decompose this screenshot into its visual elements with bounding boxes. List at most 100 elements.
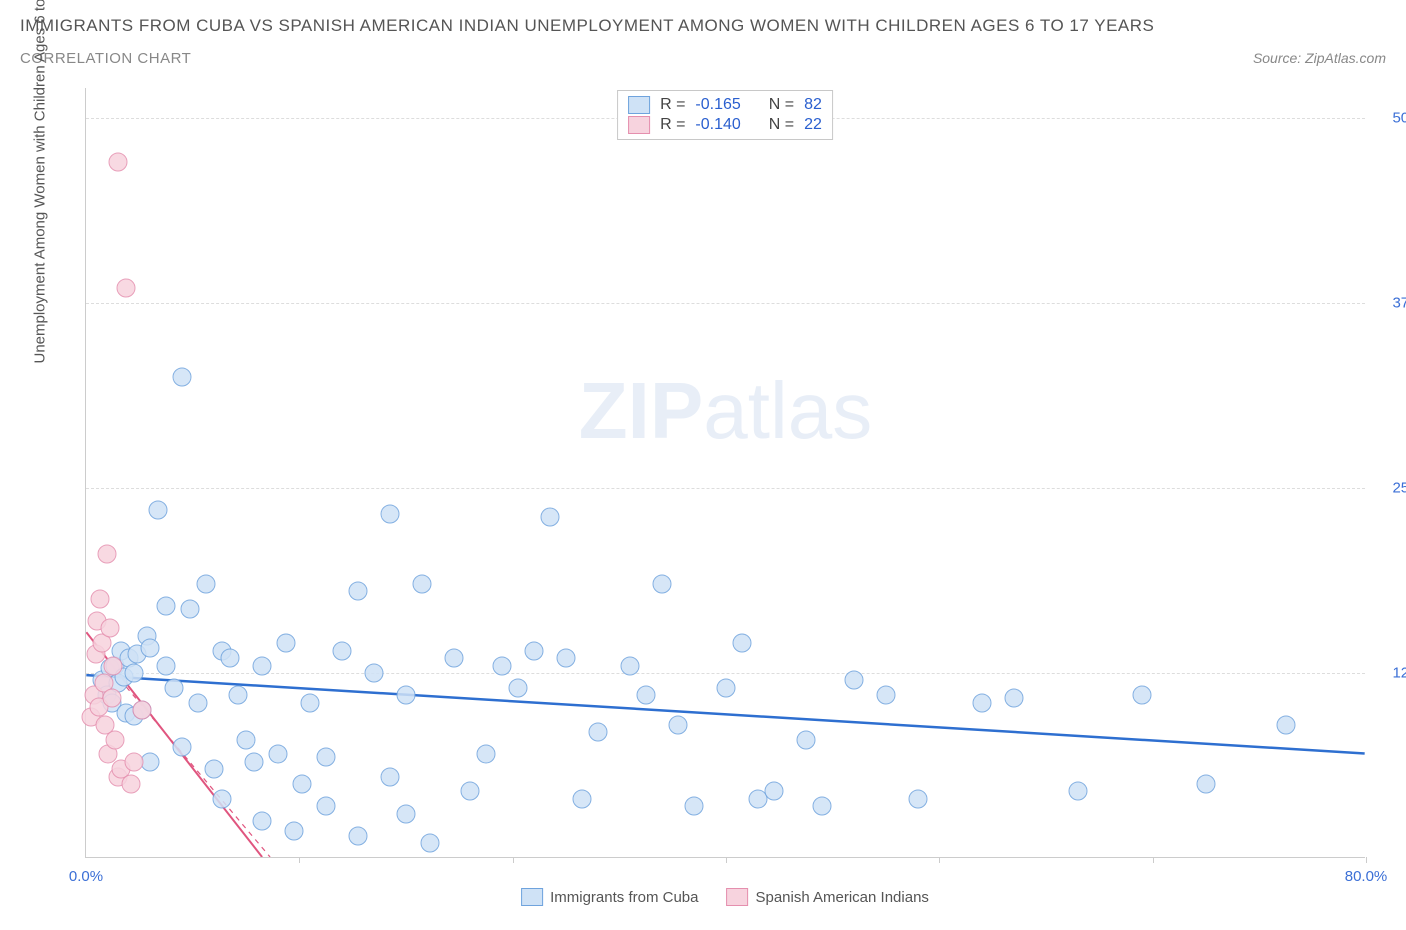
data-point <box>421 834 440 853</box>
data-point <box>397 686 416 705</box>
y-tick-label: 25.0% <box>1375 479 1406 496</box>
data-point <box>813 797 832 816</box>
plot-area: ZIPatlas 12.5%25.0%37.5%50.0%0.0%80.0% <box>85 88 1365 858</box>
page-title: IMMIGRANTS FROM CUBA VS SPANISH AMERICAN… <box>20 16 1154 35</box>
data-point <box>733 634 752 653</box>
data-point <box>349 826 368 845</box>
data-point <box>1277 715 1296 734</box>
x-tick <box>726 857 727 863</box>
stats-row: R = -0.140 N = 22 <box>628 115 822 135</box>
data-point <box>365 663 384 682</box>
legend-swatch <box>726 888 748 906</box>
data-point <box>301 693 320 712</box>
gridline <box>86 488 1365 489</box>
data-point <box>125 752 144 771</box>
data-point <box>173 737 192 756</box>
data-point <box>173 367 192 386</box>
n-value: 82 <box>804 96 822 114</box>
data-point <box>669 715 688 734</box>
data-point <box>213 789 232 808</box>
legend-label: Spanish American Indians <box>755 889 928 906</box>
data-point <box>381 767 400 786</box>
data-point <box>277 634 296 653</box>
data-point <box>1005 689 1024 708</box>
x-tick-label: 80.0% <box>1345 868 1388 885</box>
data-point <box>541 508 560 527</box>
data-point <box>157 656 176 675</box>
legend-item: Immigrants from Cuba <box>521 888 698 906</box>
series-swatch <box>628 116 650 134</box>
x-tick <box>299 857 300 863</box>
n-label: N = <box>769 116 794 134</box>
r-value: -0.140 <box>695 116 740 134</box>
n-value: 22 <box>804 116 822 134</box>
correlation-stats-box: R = -0.165 N = 82R = -0.140 N = 22 <box>617 90 833 140</box>
data-point <box>877 686 896 705</box>
data-point <box>141 638 160 657</box>
r-value: -0.165 <box>695 96 740 114</box>
data-point <box>237 730 256 749</box>
data-point <box>477 745 496 764</box>
series-legend: Immigrants from Cuba Spanish American Ind… <box>521 888 929 906</box>
data-point <box>685 797 704 816</box>
data-point <box>589 723 608 742</box>
data-point <box>149 501 168 520</box>
data-point <box>221 649 240 668</box>
y-tick-label: 12.5% <box>1375 664 1406 681</box>
series-swatch <box>628 96 650 114</box>
data-point <box>525 641 544 660</box>
data-point <box>1069 782 1088 801</box>
data-point <box>133 700 152 719</box>
data-point <box>845 671 864 690</box>
gridline <box>86 303 1365 304</box>
trend-lines <box>86 88 1365 857</box>
data-point <box>109 153 128 172</box>
legend-label: Immigrants from Cuba <box>550 889 698 906</box>
data-point <box>317 797 336 816</box>
data-point <box>165 678 184 697</box>
watermark: ZIPatlas <box>579 365 872 457</box>
y-tick-label: 37.5% <box>1375 294 1406 311</box>
data-point <box>293 774 312 793</box>
data-point <box>104 656 123 675</box>
data-point <box>765 782 784 801</box>
correlation-chart: Unemployment Among Women with Children A… <box>60 88 1390 878</box>
y-axis-label: Unemployment Among Women with Children A… <box>32 0 49 364</box>
source-attribution: Source: ZipAtlas.com <box>1253 50 1386 66</box>
x-tick <box>939 857 940 863</box>
y-tick-label: 50.0% <box>1375 109 1406 126</box>
data-point <box>333 641 352 660</box>
gridline <box>86 673 1365 674</box>
data-point <box>117 278 136 297</box>
x-tick <box>1153 857 1154 863</box>
data-point <box>97 545 116 564</box>
data-point <box>1197 774 1216 793</box>
data-point <box>557 649 576 668</box>
x-tick <box>1366 857 1367 863</box>
data-point <box>973 693 992 712</box>
data-point <box>509 678 528 697</box>
data-point <box>157 597 176 616</box>
r-label: R = <box>660 96 685 114</box>
stats-row: R =-0.165N =82 <box>628 95 822 115</box>
data-point <box>181 600 200 619</box>
data-point <box>121 774 140 793</box>
data-point <box>797 730 816 749</box>
legend-swatch <box>521 888 543 906</box>
r-label: R = <box>660 116 685 134</box>
data-point <box>253 656 272 675</box>
data-point <box>197 575 216 594</box>
x-tick-label: 0.0% <box>69 868 103 885</box>
data-point <box>105 730 124 749</box>
data-point <box>91 589 110 608</box>
data-point <box>413 575 432 594</box>
data-point <box>445 649 464 668</box>
data-point <box>229 686 248 705</box>
data-point <box>493 656 512 675</box>
data-point <box>205 760 224 779</box>
data-point <box>285 822 304 841</box>
data-point <box>637 686 656 705</box>
data-point <box>397 804 416 823</box>
data-point <box>317 748 336 767</box>
legend-item: Spanish American Indians <box>726 888 928 906</box>
